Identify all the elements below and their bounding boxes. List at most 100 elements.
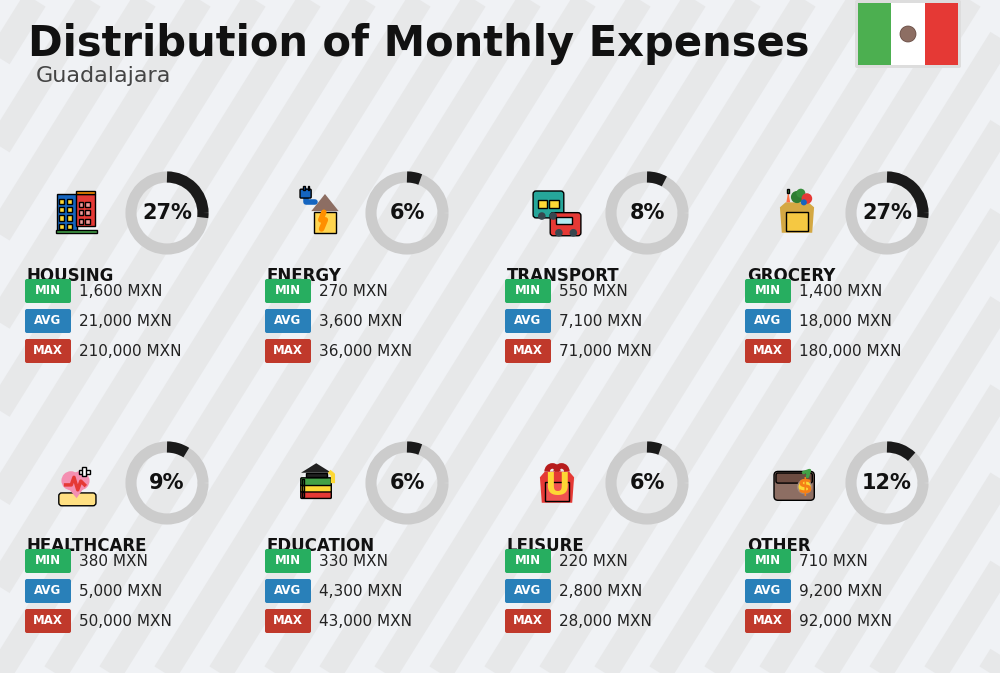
Circle shape — [802, 193, 812, 204]
Text: 7,100 MXN: 7,100 MXN — [559, 314, 642, 328]
Text: 6%: 6% — [629, 473, 665, 493]
FancyBboxPatch shape — [925, 3, 958, 65]
Text: AVG: AVG — [34, 314, 62, 328]
FancyBboxPatch shape — [533, 191, 564, 218]
Text: MIN: MIN — [755, 285, 781, 297]
Polygon shape — [301, 463, 331, 472]
FancyBboxPatch shape — [745, 579, 791, 603]
FancyBboxPatch shape — [505, 279, 551, 303]
Text: 220 MXN: 220 MXN — [559, 553, 628, 569]
Text: HOUSING: HOUSING — [27, 267, 114, 285]
FancyBboxPatch shape — [25, 609, 71, 633]
Circle shape — [538, 212, 546, 220]
FancyBboxPatch shape — [855, 0, 961, 68]
Text: 9,200 MXN: 9,200 MXN — [799, 583, 882, 598]
FancyBboxPatch shape — [302, 485, 304, 491]
Text: MAX: MAX — [513, 345, 543, 357]
FancyBboxPatch shape — [301, 478, 331, 485]
Polygon shape — [786, 191, 790, 203]
FancyBboxPatch shape — [82, 466, 86, 476]
Text: 3,600 MXN: 3,600 MXN — [319, 314, 402, 328]
FancyBboxPatch shape — [59, 493, 96, 506]
FancyBboxPatch shape — [303, 186, 305, 190]
Text: TRANSPORT: TRANSPORT — [507, 267, 620, 285]
Text: AVG: AVG — [274, 584, 302, 598]
FancyBboxPatch shape — [265, 609, 311, 633]
FancyBboxPatch shape — [59, 199, 64, 204]
Text: $: $ — [797, 476, 812, 497]
Text: MIN: MIN — [35, 555, 61, 567]
Text: 18,000 MXN: 18,000 MXN — [799, 314, 892, 328]
FancyBboxPatch shape — [505, 609, 551, 633]
FancyBboxPatch shape — [67, 215, 72, 221]
FancyBboxPatch shape — [776, 473, 812, 483]
FancyBboxPatch shape — [549, 200, 559, 209]
Text: 50,000 MXN: 50,000 MXN — [79, 614, 172, 629]
Text: 2,800 MXN: 2,800 MXN — [559, 583, 642, 598]
FancyBboxPatch shape — [301, 491, 331, 499]
Text: MIN: MIN — [755, 555, 781, 567]
Text: MAX: MAX — [753, 345, 783, 357]
FancyBboxPatch shape — [787, 188, 789, 193]
FancyBboxPatch shape — [505, 549, 551, 573]
Text: HEALTHCARE: HEALTHCARE — [27, 537, 148, 555]
Text: 28,000 MXN: 28,000 MXN — [559, 614, 652, 629]
Text: 6%: 6% — [389, 203, 425, 223]
Text: MAX: MAX — [273, 345, 303, 357]
FancyBboxPatch shape — [67, 207, 72, 212]
Text: 210,000 MXN: 210,000 MXN — [79, 343, 182, 359]
Text: 550 MXN: 550 MXN — [559, 283, 628, 299]
FancyBboxPatch shape — [745, 609, 791, 633]
FancyBboxPatch shape — [774, 471, 814, 500]
FancyBboxPatch shape — [505, 339, 551, 363]
FancyBboxPatch shape — [79, 470, 90, 474]
FancyBboxPatch shape — [25, 309, 71, 333]
FancyBboxPatch shape — [891, 3, 925, 65]
Text: 27%: 27% — [142, 203, 192, 223]
Text: MAX: MAX — [33, 614, 63, 627]
FancyBboxPatch shape — [556, 217, 572, 224]
Text: 330 MXN: 330 MXN — [319, 553, 388, 569]
Circle shape — [555, 229, 563, 237]
Polygon shape — [63, 481, 88, 498]
Text: AVG: AVG — [274, 314, 302, 328]
Text: 27%: 27% — [862, 203, 912, 223]
Text: 71,000 MXN: 71,000 MXN — [559, 343, 652, 359]
FancyBboxPatch shape — [308, 186, 309, 190]
Text: 12%: 12% — [862, 473, 912, 493]
Text: U: U — [544, 471, 570, 502]
Text: Distribution of Monthly Expenses: Distribution of Monthly Expenses — [28, 23, 810, 65]
Text: MAX: MAX — [753, 614, 783, 627]
FancyBboxPatch shape — [301, 485, 331, 492]
Text: MIN: MIN — [515, 555, 541, 567]
Text: 43,000 MXN: 43,000 MXN — [319, 614, 412, 629]
FancyBboxPatch shape — [67, 199, 72, 204]
Text: 21,000 MXN: 21,000 MXN — [79, 314, 172, 328]
Polygon shape — [780, 203, 814, 233]
FancyBboxPatch shape — [505, 579, 551, 603]
FancyBboxPatch shape — [265, 279, 311, 303]
FancyBboxPatch shape — [745, 309, 791, 333]
Text: 180,000 MXN: 180,000 MXN — [799, 343, 902, 359]
FancyBboxPatch shape — [56, 230, 97, 233]
Circle shape — [796, 188, 805, 198]
FancyBboxPatch shape — [314, 212, 336, 233]
Circle shape — [549, 212, 557, 220]
Text: 270 MXN: 270 MXN — [319, 283, 388, 299]
FancyBboxPatch shape — [59, 223, 64, 229]
Text: AVG: AVG — [514, 314, 542, 328]
Text: 4,300 MXN: 4,300 MXN — [319, 583, 402, 598]
Circle shape — [61, 471, 80, 490]
FancyBboxPatch shape — [57, 194, 77, 232]
Text: GROCERY: GROCERY — [747, 267, 835, 285]
Text: MAX: MAX — [273, 614, 303, 627]
Circle shape — [900, 26, 916, 42]
FancyBboxPatch shape — [76, 191, 95, 194]
FancyBboxPatch shape — [302, 492, 304, 497]
FancyBboxPatch shape — [306, 472, 326, 477]
Polygon shape — [311, 194, 339, 211]
Text: AVG: AVG — [514, 584, 542, 598]
Text: 9%: 9% — [149, 473, 185, 493]
Text: 92,000 MXN: 92,000 MXN — [799, 614, 892, 629]
Text: 6%: 6% — [389, 473, 425, 493]
